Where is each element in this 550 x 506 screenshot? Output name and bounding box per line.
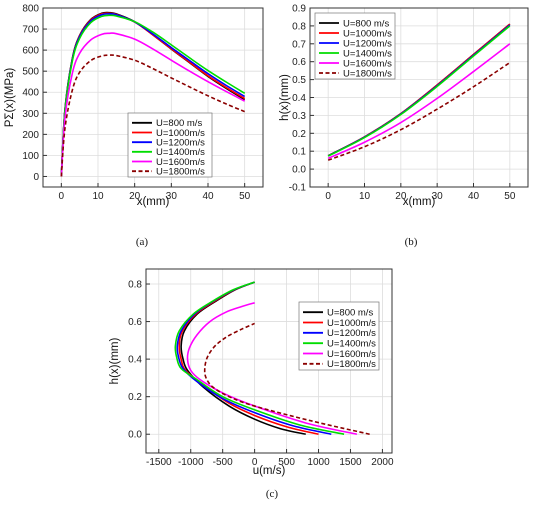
y-tick-label: 0.3 [292,111,306,122]
y-tick-label: -0.1 [289,183,307,194]
legend: U=800 m/sU=1000m/sU=1200m/sU=1400m/sU=16… [127,112,213,177]
y-tick-label: 400 [22,88,39,99]
x-tick-label: 10 [359,191,371,202]
y-tick-label: 0.0 [292,165,306,176]
x-axis-label: u(m/s) [253,465,286,477]
legend: U=800 m/sU=1000m/sU=1200m/sU=1400m/sU=16… [298,301,380,371]
x-tick-label: 30 [432,191,444,202]
series-group [327,23,511,161]
legend-label: U=1200m/s [343,38,392,49]
x-tick-label: 500 [278,457,295,468]
y-tick-label: 0.2 [128,392,142,403]
x-tick-label: 1500 [339,457,362,468]
legend: U=800 m/sU=1000m/sU=1200m/sU=1400m/sU=16… [314,12,396,80]
y-tick-label: 600 [22,46,39,57]
panel-caption: (c) [266,488,279,500]
legend-label: U=1800m/s [156,166,205,177]
chart-a: 0 10 20 30 40 500100200300400500600700800x(mm… [4,4,264,248]
series-group [60,11,246,177]
x-tick-label: -1500 [146,457,172,468]
x-tick-label: -1000 [178,457,204,468]
x-tick-label: 0 [252,457,258,468]
legend-label: U=1400m/s [343,48,392,59]
series-line-u1600 [60,32,246,177]
series-line-u1800 [203,322,370,435]
legend-label: U=1400m/s [156,147,205,158]
legend-label: U=1000m/s [343,28,392,39]
y-tick-label: 0.4 [292,93,306,104]
legend-label: U=1600m/s [327,349,376,360]
y-tick-label: 0 [33,172,39,183]
x-tick-label: 30 [166,191,178,202]
x-tick-label: 20 [129,191,141,202]
series-group [174,281,370,436]
legend-label: U=1000m/s [327,318,376,329]
x-tick-label: 10 [92,191,104,202]
chart-c: -1500 -1000 -500 0 500 1000 1500 2000 0.0 0.2 0.4 0… [109,268,394,500]
x-tick-label: 50 [504,191,516,202]
y-axis-label: h(x)(mm) [279,74,291,121]
chart-b: 0 10 20 30 40 50 -0.1 0.0 0.1 0.2 0.3 0.4 0.5 0.6 0.7 0… [279,4,529,248]
plot-border [145,268,393,454]
legend-label: U=800 m/s [343,18,389,29]
legend-label: U=1600m/s [343,58,392,69]
y-tick-label: 0.9 [292,4,306,15]
x-tick-label: 40 [202,191,214,202]
legend-box [298,301,380,371]
panel-caption: (a) [136,236,149,248]
y-tick-label: 500 [22,67,39,78]
series-line-u1400 [174,281,345,436]
y-tick-label: 200 [22,130,39,141]
x-tick-label: 50 [239,191,251,202]
y-tick-label: 100 [22,151,39,162]
plot-border [42,7,264,188]
y-tick-label: 0.5 [292,75,306,86]
y-axis-label: PΣ(x)(MPa) [4,68,16,128]
series-line-u1400 [60,14,246,177]
x-axis-label: x(mm) [403,196,436,208]
legend-box [314,12,396,80]
y-tick-label: 0.1 [292,147,306,158]
x-axis-label: x(mm) [137,196,170,208]
y-tick-label: 0.8 [292,21,306,32]
legend-label: U=1800m/s [343,68,392,79]
series-line-u1600 [327,43,511,160]
legend-label: U=1600m/s [156,157,205,168]
x-tick-label: 40 [468,191,480,202]
legend-label: U=800 m/s [156,118,202,129]
y-tick-label: 800 [22,4,39,15]
series-line-u1400 [327,25,511,157]
y-axis-label: h(x)(mm) [109,338,121,385]
plot-border [309,7,529,188]
y-tick-label: 700 [22,25,39,36]
legend-label: U=1800m/s [327,359,376,370]
series-line-u1800 [60,54,245,177]
series-line-u1800 [327,61,511,161]
x-tick-label: -500 [213,457,233,468]
legend-label: U=1000m/s [156,128,205,139]
y-tick-label: 0.2 [292,129,306,140]
legend-label: U=1400m/s [327,338,376,349]
x-tick-label: 20 [395,191,407,202]
legend-label: U=800 m/s [327,307,373,318]
legend-label: U=1200m/s [156,137,205,148]
y-tick-label: 0.8 [128,280,142,291]
y-tick-label: 300 [22,109,39,120]
y-tick-label: 0.7 [292,39,306,50]
x-tick-label: 1000 [307,457,330,468]
x-tick-label: 0 [59,191,65,202]
y-tick-label: 0.6 [292,57,306,68]
y-tick-label: 0.4 [128,355,142,366]
legend-label: U=1200m/s [327,328,376,339]
x-tick-label: 2000 [371,457,394,468]
panel-caption: (b) [405,236,418,248]
x-tick-label: 0 [325,191,331,202]
y-tick-label: 0.6 [128,317,142,328]
y-tick-label: 0.0 [128,430,142,441]
